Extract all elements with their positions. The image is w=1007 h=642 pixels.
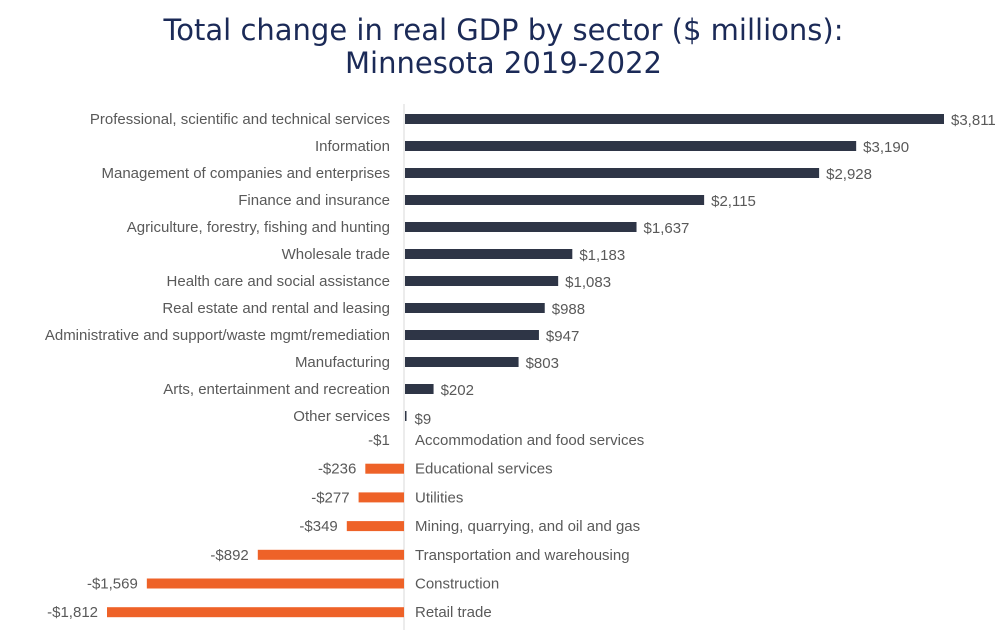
data-label: $3,811 [951,112,996,129]
bar [405,249,573,259]
bar [405,222,637,232]
category-label: Agriculture, forestry, fishing and hunti… [127,219,390,236]
data-label: $202 [441,382,474,399]
category-label: Manufacturing [295,354,390,371]
data-label: -$1,569 [87,576,138,593]
category-label: Accommodation and food services [415,432,644,449]
data-label: $2,115 [711,193,756,210]
data-label: $9 [415,411,432,428]
data-label: $803 [526,355,559,372]
data-label: -$349 [299,518,337,535]
bar [146,578,404,589]
bar [107,607,404,618]
category-label: Utilities [415,489,463,506]
bar [405,330,539,340]
data-label: -$892 [210,547,248,564]
bar [405,357,519,367]
category-label: Mining, quarrying, and oil and gas [415,518,640,535]
data-label: $1,083 [565,274,611,291]
bar [405,276,559,286]
data-label: $947 [546,328,579,345]
category-label: Arts, entertainment and recreation [163,381,390,398]
data-label: -$277 [311,489,349,506]
data-label: -$236 [318,461,356,478]
bar [358,492,404,503]
category-label: Information [315,138,390,155]
data-label: $2,928 [826,166,872,183]
bar [346,521,404,532]
category-label: Other services [293,408,390,425]
bar [405,384,434,394]
category-label: Real estate and rental and leasing [162,300,390,317]
bar [405,141,857,151]
data-label: -$1 [368,432,390,449]
category-label: Professional, scientific and technical s… [90,111,390,128]
data-label: -$1,812 [47,604,98,621]
data-label: $1,183 [579,247,625,264]
data-label: $1,637 [644,220,690,237]
bar [405,303,545,313]
category-label: Construction [415,576,499,593]
category-label: Wholesale trade [282,246,390,263]
chart-title: Total change in real GDP by sector ($ mi… [0,14,1007,80]
bar [405,114,944,124]
bar [405,168,820,178]
chart-title-line-1: Total change in real GDP by sector ($ mi… [163,13,844,47]
bar [405,411,407,421]
category-label: Educational services [415,461,553,478]
data-label: $3,190 [863,139,909,156]
category-label: Health care and social assistance [167,273,390,290]
data-label: $988 [552,301,585,318]
category-label: Administrative and support/waste mgmt/re… [45,327,390,344]
bar [365,463,404,474]
bar [257,549,404,560]
category-label: Finance and insurance [238,192,390,209]
category-label: Retail trade [415,604,492,621]
category-label: Transportation and warehousing [415,547,630,564]
category-label: Management of companies and enterprises [101,165,390,182]
bar [405,195,705,205]
chart-title-line-2: Minnesota 2019-2022 [345,46,662,80]
